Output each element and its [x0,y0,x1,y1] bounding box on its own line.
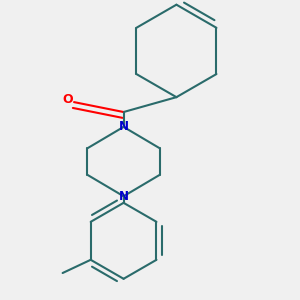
Text: N: N [118,190,129,203]
Text: N: N [118,120,129,134]
Text: O: O [63,93,74,106]
